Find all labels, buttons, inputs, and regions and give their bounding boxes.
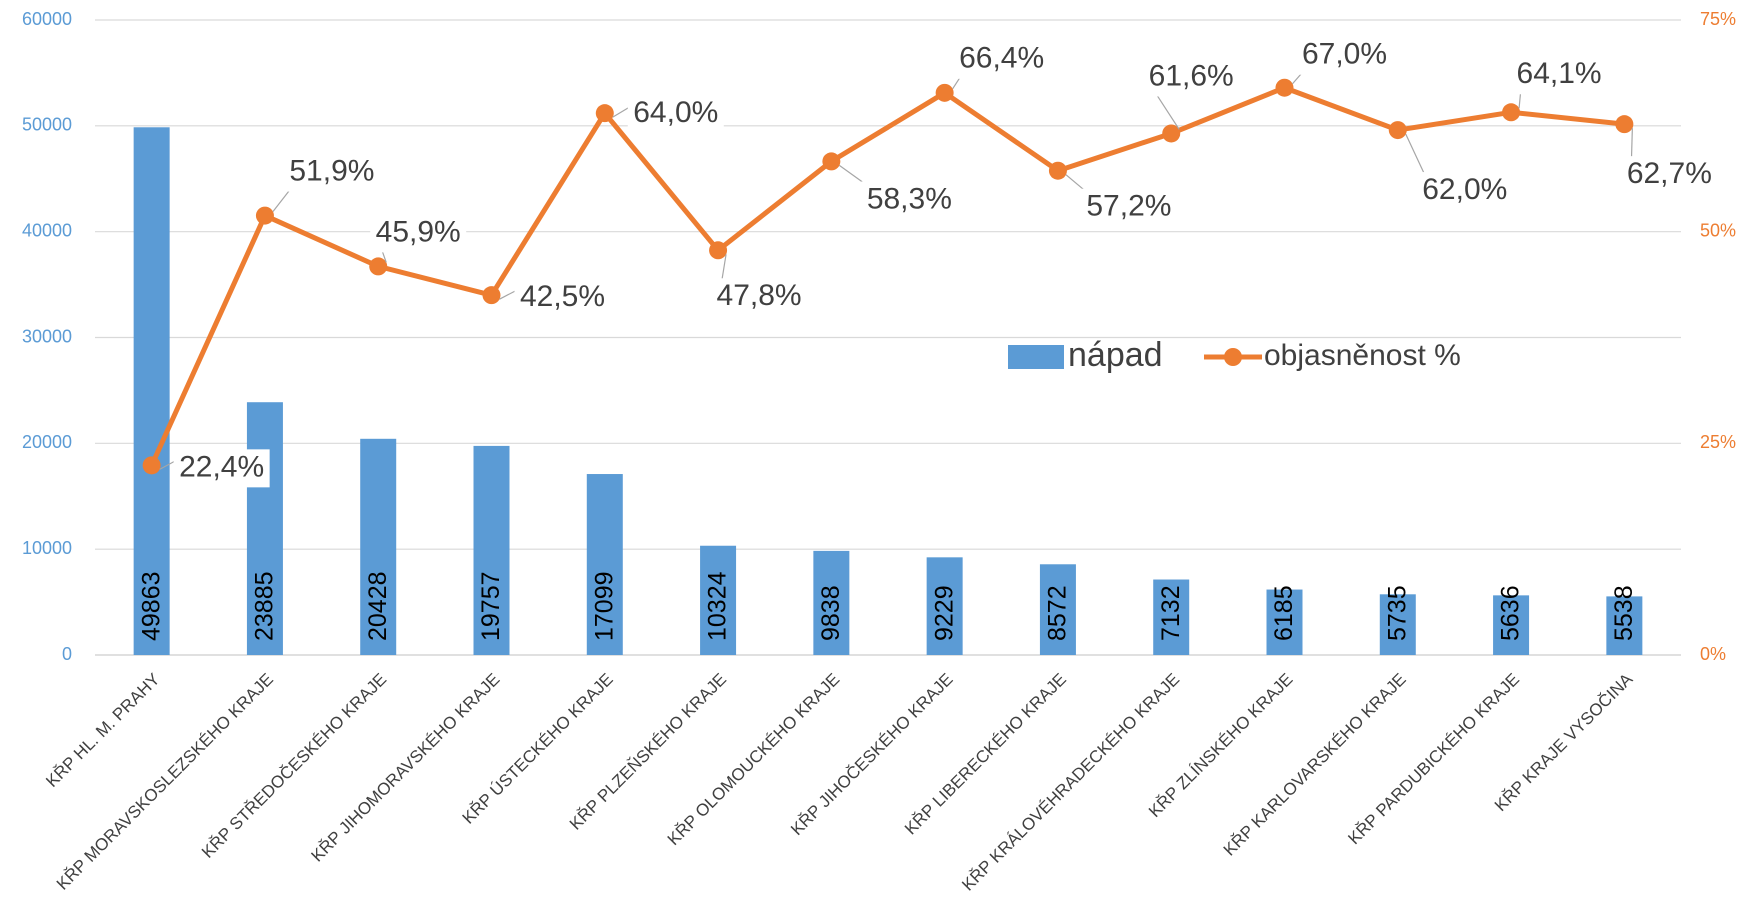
line-value-label: 62,0% bbox=[1422, 173, 1507, 206]
bar-value-label: 7132 bbox=[1157, 585, 1185, 641]
bar bbox=[246, 402, 283, 655]
line-value-label: 64,1% bbox=[1517, 57, 1602, 90]
label-bg bbox=[627, 95, 724, 134]
leader-line bbox=[1405, 133, 1428, 180]
label-bg bbox=[514, 279, 611, 318]
label-bg bbox=[370, 214, 467, 253]
bar bbox=[586, 474, 623, 655]
label-bg bbox=[861, 181, 958, 220]
line-value-label: 61,6% bbox=[1149, 59, 1234, 92]
line-value-label: 64,0% bbox=[633, 96, 718, 129]
bar bbox=[1493, 595, 1530, 655]
bar-value-label: 23885 bbox=[251, 571, 279, 641]
y-tick-label: 10000 bbox=[22, 538, 72, 558]
bar-value-label: 9838 bbox=[817, 585, 845, 641]
line-marker bbox=[1048, 161, 1067, 180]
label-bg bbox=[1080, 188, 1177, 227]
bar bbox=[1606, 596, 1643, 655]
grid bbox=[95, 19, 1681, 656]
bar-value-label: 49863 bbox=[137, 571, 165, 641]
line-value-label: 57,2% bbox=[1086, 190, 1171, 223]
x-tick-label: KŘP KARLOVARSKÉHO KRAJE bbox=[1220, 670, 1410, 860]
bar-value-label: 9229 bbox=[930, 585, 958, 641]
bar-value-label: 19757 bbox=[477, 571, 505, 641]
label-bg bbox=[1511, 56, 1608, 95]
label-bg bbox=[1296, 36, 1393, 75]
y2-tick-label: 50% bbox=[1700, 220, 1736, 240]
x-tick-label: KŘP MORAVSKOSLEZSKÉHO KRAJE bbox=[53, 670, 277, 894]
line-value-label: 45,9% bbox=[376, 215, 461, 248]
bar bbox=[813, 550, 850, 655]
bar bbox=[926, 557, 963, 655]
line-marker bbox=[822, 152, 841, 171]
label-bg bbox=[711, 278, 808, 317]
line-marker bbox=[1162, 124, 1181, 143]
y-tick-label: 20000 bbox=[22, 432, 72, 452]
line-marker bbox=[935, 83, 954, 102]
line-marker bbox=[142, 456, 161, 475]
y-tick-label: 30000 bbox=[22, 326, 72, 346]
bar-value-label: 6185 bbox=[1270, 585, 1298, 641]
y2-tick-label: 25% bbox=[1700, 432, 1736, 452]
y2-tick-label: 75% bbox=[1700, 9, 1736, 29]
bar-value-label: 5636 bbox=[1497, 585, 1525, 641]
line-value-label: 62,7% bbox=[1627, 157, 1712, 190]
legend-label: nápad bbox=[1068, 336, 1163, 374]
x-tick-label: KŘP STŘEDOČESKÉHO KRAJE bbox=[198, 670, 390, 862]
bar bbox=[1039, 564, 1076, 655]
y-tick-label: 0 bbox=[62, 644, 72, 664]
line-marker bbox=[1615, 115, 1634, 134]
y2-tick-label: 0% bbox=[1700, 644, 1726, 664]
bar bbox=[133, 127, 170, 655]
legend-label: objasněnost % bbox=[1264, 339, 1461, 372]
bar bbox=[1153, 579, 1190, 655]
legend-swatch-marker bbox=[1224, 348, 1242, 366]
bar-value-label: 5735 bbox=[1383, 585, 1411, 641]
label-bg bbox=[283, 153, 380, 192]
bar-value-label: 17099 bbox=[590, 571, 618, 641]
line-value-label: 42,5% bbox=[520, 280, 605, 313]
bar bbox=[1266, 589, 1303, 655]
bar-value-label: 10324 bbox=[704, 571, 732, 641]
line-value-label: 66,4% bbox=[959, 42, 1044, 75]
bar-value-label: 20428 bbox=[364, 571, 392, 641]
bar bbox=[473, 445, 510, 655]
legend-swatch bbox=[1008, 345, 1064, 369]
bar-value-label: 8572 bbox=[1044, 585, 1072, 641]
label-bg bbox=[1621, 156, 1718, 195]
line-marker bbox=[595, 104, 614, 123]
line bbox=[149, 85, 1625, 467]
line-value-label: 67,0% bbox=[1302, 38, 1387, 71]
line-marker bbox=[1502, 103, 1521, 122]
line-marker bbox=[482, 286, 501, 305]
label-bg bbox=[1416, 172, 1513, 211]
line-marker bbox=[369, 257, 388, 276]
x-tick-label: KŘP JIHOMORAVSKÉHO KRAJE bbox=[307, 670, 503, 866]
line-value-label: 47,8% bbox=[717, 279, 802, 312]
line-marker bbox=[1388, 121, 1407, 140]
bar bbox=[700, 545, 737, 655]
bar-value-label: 5538 bbox=[1610, 585, 1638, 641]
bar bbox=[360, 438, 397, 655]
x-tick-label: KŘP KRÁLOVÉHRADECKÉHO KRAJE bbox=[958, 670, 1183, 895]
x-tick-label: KŘP HL. M. PRAHY bbox=[42, 670, 163, 791]
label-bg bbox=[1143, 58, 1240, 97]
y-tick-label: 40000 bbox=[22, 220, 72, 240]
line-value-label: 51,9% bbox=[289, 155, 374, 188]
line-value-label: 58,3% bbox=[867, 182, 952, 215]
line-value-label: 22,4% bbox=[179, 450, 264, 483]
y-tick-label: 60000 bbox=[22, 9, 72, 29]
label-bg bbox=[953, 40, 1050, 79]
y-tick-label: 50000 bbox=[22, 115, 72, 135]
line-marker bbox=[709, 241, 728, 260]
label-bg bbox=[173, 449, 270, 488]
line-marker bbox=[1275, 78, 1294, 97]
line-marker bbox=[255, 206, 274, 225]
bar bbox=[1379, 594, 1416, 655]
